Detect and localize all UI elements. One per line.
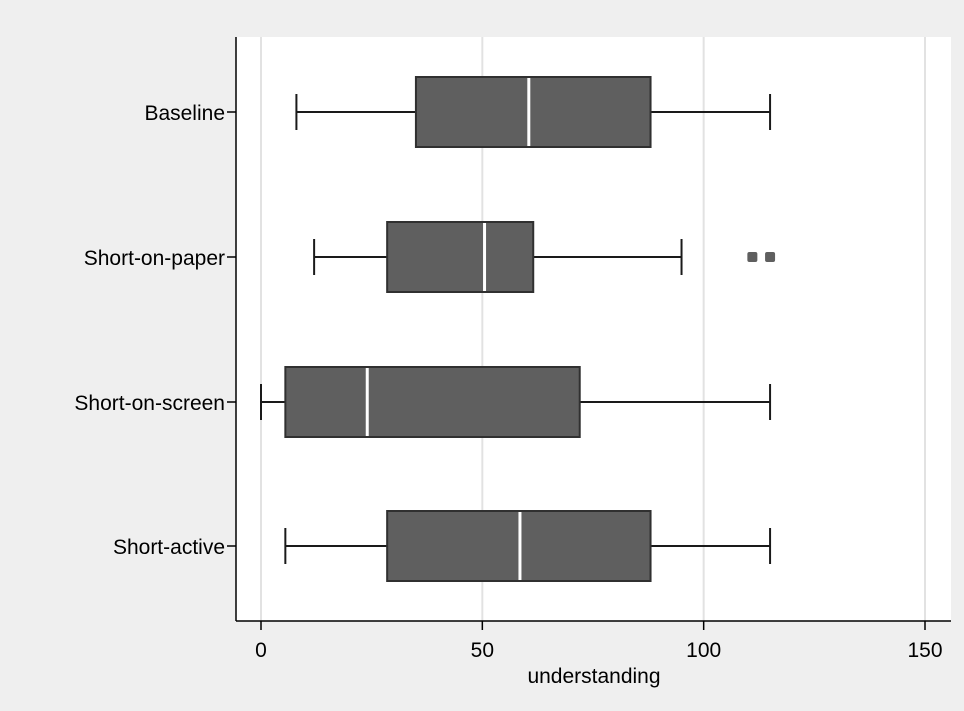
box-short-active [284,510,772,582]
category-label: Short-on-paper [84,247,225,270]
category-label: Short-on-screen [74,392,225,415]
iqr-box [386,221,535,293]
iqr-box [414,76,652,148]
axes-ticks: 0 50 100 150 [227,111,943,662]
outlier-point [765,252,776,262]
x-axis-label: understanding [527,665,660,688]
x-tick-label: 150 [907,639,942,662]
boxes [260,76,776,582]
box-short-on-screen [260,366,772,438]
category-labels: Baseline Short-on-paper Short-on-screen Sho… [74,102,225,559]
category-label: Baseline [144,102,225,125]
box-baseline [295,76,772,148]
x-tick-label: 100 [686,639,721,662]
iqr-box [284,366,581,438]
x-tick-label: 0 [255,639,267,662]
outlier-point [747,252,758,262]
category-label: Short-active [113,536,225,559]
x-tick-label: 50 [471,639,494,662]
box-short-on-paper [313,221,776,293]
